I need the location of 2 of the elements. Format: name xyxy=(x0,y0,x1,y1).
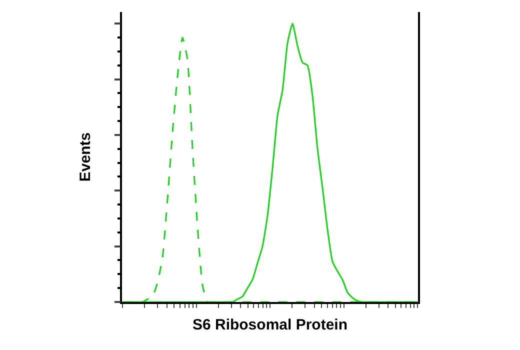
x-axis-title: S6 Ribosomal Protein xyxy=(192,316,348,334)
y-axis-title: Events xyxy=(77,132,94,182)
